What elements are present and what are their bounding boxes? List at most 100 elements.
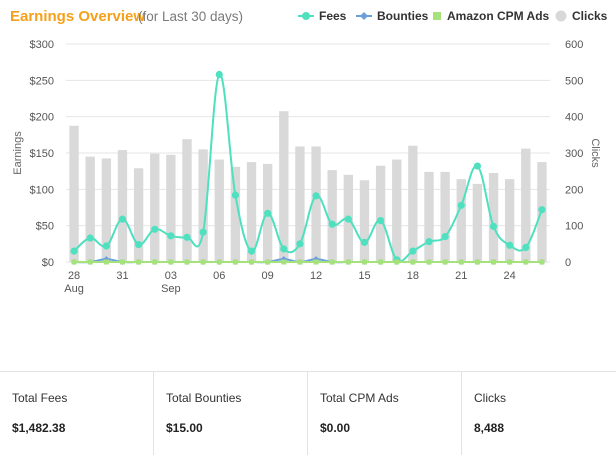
clicks-bar [456, 179, 466, 262]
clicks-bar [392, 159, 402, 262]
x-tick-label: 18 [407, 270, 419, 282]
legend-label: Fees [319, 9, 347, 23]
clicks-bar [198, 149, 208, 262]
stat-value: $15.00 [166, 421, 203, 435]
legend-line-dot-icon [298, 12, 314, 20]
clicks-bar [375, 165, 386, 262]
stats-panel: Total Fees $1,482.38 Total Bounties $15.… [0, 372, 616, 455]
y-tick-label-left: $200 [30, 112, 54, 124]
fees-point [441, 232, 449, 241]
stat-value: $0.00 [320, 421, 351, 435]
legend-item-clicks[interactable]: Clicks [555, 9, 607, 23]
stat-total-cpm-ads: Total CPM Ads $0.00 [308, 372, 462, 455]
clicks-bar [133, 168, 144, 262]
clicks-bar [230, 166, 241, 262]
amazon-cpm-ads-point [281, 259, 287, 265]
fees-point [538, 206, 546, 214]
clicks-bar [117, 150, 128, 262]
fees-point [118, 215, 127, 223]
y-tick-label-right: 0 [565, 257, 571, 269]
amazon-cpm-ads-point [410, 259, 416, 265]
amazon-cpm-ads-point [491, 259, 497, 265]
stat-label: Clicks [474, 391, 506, 405]
clicks-bar [424, 171, 434, 262]
y-tick-label-left: $0 [42, 257, 54, 269]
y-tick-label-right: 400 [565, 112, 583, 124]
fees-point [312, 192, 320, 200]
legend-label: Clicks [572, 9, 608, 23]
amazon-cpm-ads-point [394, 259, 400, 265]
amazon-cpm-ads-point [249, 259, 255, 265]
fees-point [70, 247, 78, 255]
clicks-bar [150, 153, 160, 262]
clicks-bar [85, 156, 95, 262]
x-tick-month-label: Aug [64, 283, 84, 295]
fees-point [489, 222, 498, 230]
y-axis-left-title: Earnings [12, 131, 24, 175]
stats-divider [0, 371, 616, 372]
legend-circle-icon [555, 10, 567, 22]
fees-point [522, 243, 530, 252]
clicks-bar [504, 179, 515, 262]
clicks-bar [214, 159, 224, 262]
y-tick-label-right: 500 [565, 75, 583, 87]
fees-point [135, 240, 143, 249]
fees-point [506, 241, 514, 249]
y-axis-right-title: Clicks [589, 138, 601, 168]
amazon-cpm-ads-point [71, 259, 77, 265]
amazon-cpm-ads-point [200, 259, 206, 265]
legend-item-fees[interactable]: Fees [298, 9, 346, 23]
clicks-bar [69, 125, 79, 262]
fees-point [167, 232, 175, 240]
fees-point [247, 247, 256, 255]
y-tick-label-left: $100 [30, 184, 54, 196]
fees-point [344, 215, 352, 223]
clicks-bar [166, 154, 176, 262]
fees-point [280, 245, 288, 253]
y-tick-label-right: 200 [565, 184, 583, 196]
amazon-cpm-ads-point [87, 259, 93, 265]
x-tick-label: 09 [262, 270, 274, 282]
legend-item-amazon-cpm-ads[interactable]: Amazon CPM Ads [432, 9, 549, 23]
legend-item-bounties[interactable]: Bounties [356, 9, 428, 23]
clicks-bar [440, 171, 450, 262]
fees-point [151, 225, 159, 233]
x-tick-label: 06 [213, 270, 225, 282]
clicks-bars [69, 111, 547, 262]
fees-point [473, 162, 481, 170]
y-tick-label-left: $50 [36, 221, 54, 233]
y-axis-left: $0 $50 $100 $150 $200 $250 $300 [30, 39, 54, 269]
fees-point [264, 209, 272, 217]
chart-header: Earnings Overview (for Last 30 days) Fee… [10, 8, 616, 28]
x-tick-label: 28 [68, 270, 80, 282]
y-tick-label-right: 100 [565, 221, 583, 233]
clicks-bar [182, 139, 192, 262]
clicks-bar [359, 180, 370, 262]
amazon-cpm-ads-point [523, 259, 529, 265]
legend-line-diamond-icon [356, 12, 372, 20]
amazon-cpm-ads-point [152, 259, 158, 265]
fees-point [328, 220, 336, 228]
page-title: Earnings Overview [10, 8, 146, 25]
amazon-cpm-ads-point [297, 259, 303, 265]
stat-total-bounties: Total Bounties $15.00 [154, 372, 308, 455]
fees-point [425, 238, 433, 246]
y-tick-label-left: $150 [30, 148, 54, 160]
amazon-cpm-ads-point [345, 259, 351, 265]
legend-label: Bounties [377, 9, 429, 23]
amazon-cpm-ads-point [103, 259, 109, 265]
amazon-cpm-ads-point [136, 259, 142, 265]
fees-point [102, 242, 110, 250]
fees-point [199, 228, 207, 236]
clicks-bar [408, 145, 418, 262]
x-tick-label: 12 [310, 270, 322, 282]
fees-point [231, 191, 239, 199]
fees-point [183, 233, 191, 241]
amazon-cpm-ads-point [216, 259, 222, 265]
page-subtitle: (for Last 30 days) [138, 9, 244, 24]
amazon-cpm-ads-point [474, 259, 480, 265]
amazon-cpm-ads-point [426, 259, 432, 265]
y-tick-label-left: $250 [30, 75, 54, 87]
x-tick-label: 24 [504, 270, 516, 282]
